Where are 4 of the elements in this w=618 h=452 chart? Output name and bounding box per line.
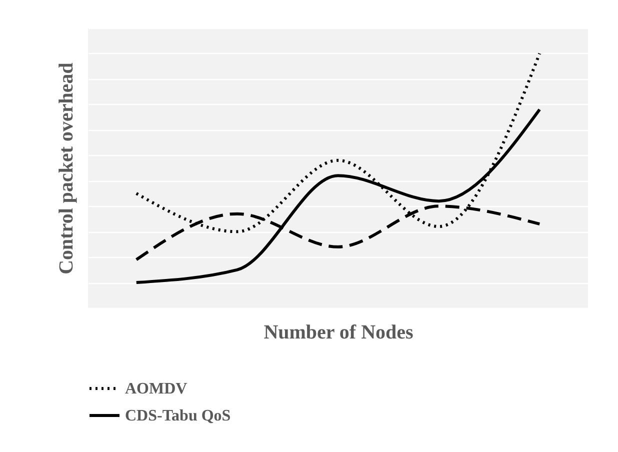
legend-label: CDS-Tabu QoS	[125, 408, 231, 424]
legend-label: AOMDV	[125, 380, 188, 398]
y-axis-title: Control packet overhead	[56, 62, 78, 274]
x-axis-title: Number of Nodes	[264, 322, 414, 344]
